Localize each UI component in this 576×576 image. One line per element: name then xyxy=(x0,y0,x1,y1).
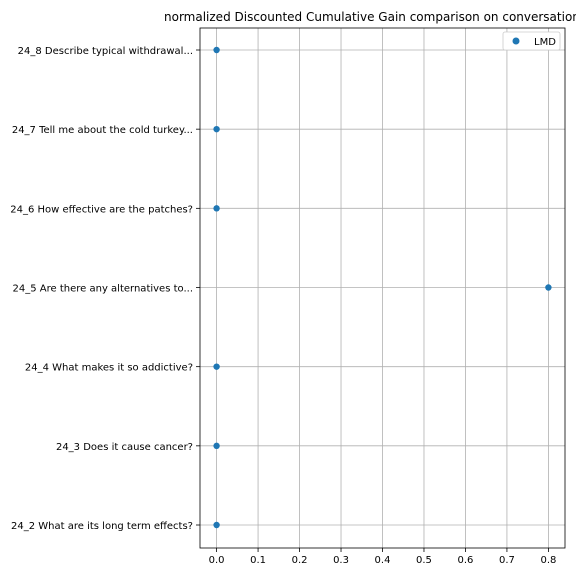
y-tick-label: 24_5 Are there any alternatives to... xyxy=(13,284,193,295)
data-point xyxy=(213,46,220,54)
legend-label: LMD xyxy=(534,37,556,48)
x-tick-label: 0.7 xyxy=(499,555,515,566)
x-tick-label: 0.3 xyxy=(333,555,349,566)
x-tick-label: 0.0 xyxy=(209,555,225,566)
x-tick-label: 0.4 xyxy=(375,555,391,566)
y-tick-label: 24_6 How effective are the patches? xyxy=(10,204,193,215)
legend-box xyxy=(502,31,561,51)
data-points xyxy=(213,46,552,529)
y-tick-label: 24_2 What are its long term effects? xyxy=(11,521,193,532)
x-tick-label: 0.8 xyxy=(540,555,556,566)
data-point xyxy=(213,521,220,529)
x-axis: 0.0 0.1 0.2 0.3 0.4 0.5 0.6 0.7 0.8 xyxy=(209,548,556,566)
data-point xyxy=(213,363,220,370)
x-tick-label: 0.6 xyxy=(458,555,474,566)
y-tick-label: 24_8 Describe typical withdrawal... xyxy=(18,46,193,57)
x-tick-label: 0.2 xyxy=(292,555,308,566)
y-tick-label: 24_3 Does it cause cancer? xyxy=(56,442,193,453)
data-point xyxy=(213,205,220,212)
x-tick-label: 0.5 xyxy=(416,555,432,566)
data-point xyxy=(213,125,220,133)
legend: LMD xyxy=(502,31,561,51)
chart-title: normalized Discounted Cumulative Gain co… xyxy=(164,10,576,24)
legend-marker xyxy=(512,37,520,45)
grid xyxy=(200,28,565,548)
y-tick-label: 24_7 Tell me about the cold turkey... xyxy=(12,125,193,136)
y-axis: 24_8 Describe typical withdrawal... 24_7 … xyxy=(10,46,200,532)
data-point xyxy=(545,284,552,291)
data-point xyxy=(213,442,220,450)
x-tick-label: 0.1 xyxy=(250,555,266,566)
plot-frame xyxy=(199,27,566,549)
y-tick-label: 24_4 What makes it so addictive? xyxy=(25,363,193,374)
